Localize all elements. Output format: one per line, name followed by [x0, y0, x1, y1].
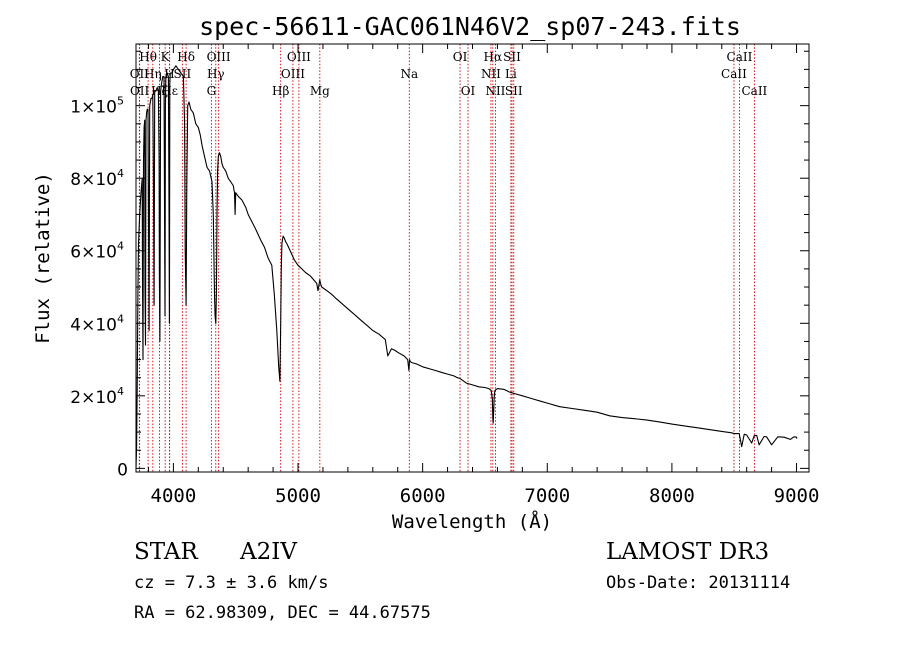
y-axis: 0 2×104 4×104 6×104 8×104 1×105	[70, 50, 809, 480]
line-label: NII	[481, 67, 501, 81]
line-label: H	[164, 67, 174, 81]
line-label: Hδ	[177, 50, 195, 64]
emission-line-markers	[138, 44, 755, 472]
line-label: OII	[130, 67, 150, 81]
line-label: CaII	[741, 84, 767, 98]
line-label: SII	[174, 67, 192, 81]
line-label: CaII	[721, 67, 747, 81]
x-axis: 4000 5000 6000 7000 8000 9000	[147, 44, 820, 507]
y-tick-label: 8×104	[70, 167, 124, 190]
object-subclass: A2IV	[239, 539, 297, 565]
y-tick-label: 0	[117, 460, 128, 480]
spectrum-line	[135, 65, 798, 469]
y-tick-label: 1×105	[70, 95, 124, 118]
line-label: SII	[503, 50, 521, 64]
x-tick-label: 4000	[151, 485, 197, 507]
chart-title: spec-56611-GAC061N46V2_sp07-243.fits	[199, 12, 741, 41]
line-label: Li	[505, 67, 517, 81]
line-label: OII	[130, 84, 150, 98]
line-label: OIII	[281, 67, 305, 81]
line-label: Hβ	[272, 84, 289, 98]
redshift-velocity: cz = 7.3 ± 3.6 km/s	[134, 573, 328, 593]
line-label: Hγ	[207, 67, 225, 81]
x-tick-label: 5000	[275, 485, 321, 507]
y-tick-label: 4×104	[70, 312, 124, 335]
line-label: SII	[505, 84, 523, 98]
line-label: OIII	[207, 50, 231, 64]
x-tick-label: 8000	[649, 485, 695, 507]
x-tick-label: 7000	[524, 485, 570, 507]
ra-dec: RA = 62.98309, DEC = 44.67575	[134, 603, 431, 623]
plot-frame	[135, 43, 810, 473]
line-label: Hθ	[139, 50, 157, 64]
object-class: STAR	[134, 539, 198, 565]
line-label: Mg	[310, 84, 330, 98]
line-label: CaII	[727, 50, 753, 64]
y-tick-label: 6×104	[70, 240, 124, 263]
line-label: OI	[453, 50, 468, 64]
line-label: OI	[461, 84, 476, 98]
observation-date: Obs-Date: 20131114	[606, 573, 790, 593]
x-axis-label: Wavelength (Å)	[392, 510, 552, 533]
line-label: Hη	[144, 67, 162, 81]
x-tick-label: 6000	[400, 485, 446, 507]
line-label: G	[207, 84, 217, 98]
x-tick-label: 9000	[774, 485, 820, 507]
line-label: OIII	[287, 50, 311, 64]
line-label: K	[161, 50, 171, 64]
y-axis-label: Flux (relative)	[32, 172, 54, 344]
line-label: NII	[485, 84, 505, 98]
y-tick-label: 2×104	[70, 385, 124, 408]
survey-name: LAMOST DR3	[606, 539, 769, 565]
line-label: Hα	[484, 50, 503, 64]
line-label: Na	[400, 67, 418, 81]
